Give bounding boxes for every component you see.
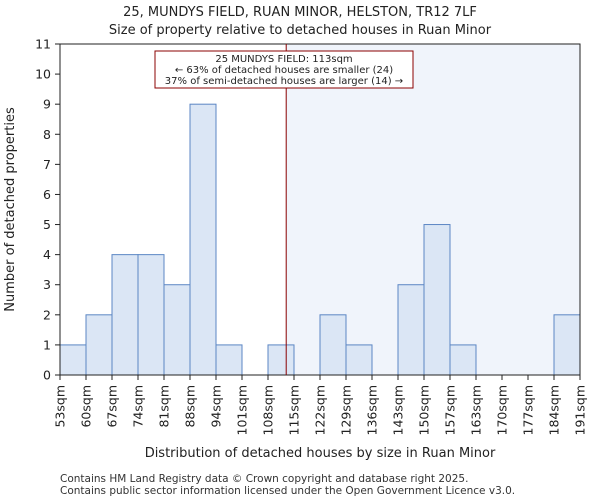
x-tick-label: 74sqm: [131, 385, 146, 428]
y-tick-label: 10: [35, 67, 51, 82]
bar-53sqm: [59, 344, 87, 376]
y-tick-label: 3: [43, 277, 51, 292]
x-tick-label: 191sqm: [573, 385, 588, 435]
y-axis-ticks: 0 1 2 3 4 5 6 7 8 9 10 11: [35, 37, 60, 383]
plot-frame: [59, 43, 581, 376]
x-tick-label: 163sqm: [469, 385, 484, 435]
bar-157sqm: [449, 344, 477, 376]
attribution-footer: Contains HM Land Registry data © Crown c…: [60, 473, 515, 497]
annotation-line-1: 25 MUNDYS FIELD: 113sqm: [215, 54, 352, 65]
bar-74sqm: [137, 254, 165, 376]
bar-150sqm: [423, 224, 451, 376]
bar-108sqm: [267, 344, 295, 376]
bar-88sqm: [189, 103, 217, 376]
y-tick-label: 11: [35, 37, 51, 52]
x-tick-label: 177sqm: [521, 385, 536, 435]
chart-title-block: 25, MUNDYS FIELD, RUAN MINOR, HELSTON, T…: [0, 4, 600, 40]
x-tick-label: 184sqm: [547, 385, 562, 435]
annotation-line-3: 37% of semi-detached houses are larger (…: [165, 76, 403, 87]
y-tick-label: 2: [43, 307, 51, 322]
y-axis-label: Number of detached properties: [3, 107, 18, 312]
x-tick-label: 157sqm: [443, 385, 458, 435]
bar-94sqm: [215, 344, 243, 376]
x-tick-label: 67sqm: [105, 385, 120, 428]
bar-81sqm: [163, 284, 191, 376]
y-tick-label: 7: [43, 157, 51, 172]
x-tick-label: 94sqm: [209, 385, 224, 428]
x-tick-label: 129sqm: [339, 385, 354, 435]
y-tick-label: 8: [43, 127, 51, 142]
x-tick-label: 115sqm: [287, 385, 302, 435]
bar-143sqm: [397, 284, 425, 376]
x-tick-label: 122sqm: [313, 385, 328, 435]
y-tick-label: 9: [43, 97, 51, 112]
x-tick-label: 53sqm: [53, 385, 68, 428]
y-tick-label: 5: [43, 217, 51, 232]
bar-184sqm: [553, 314, 581, 376]
annotation-line-2: ← 63% of detached houses are smaller (24…: [175, 65, 393, 76]
chart-subtitle: Size of property relative to detached ho…: [108, 23, 492, 38]
x-tick-label: 136sqm: [365, 385, 380, 435]
x-tick-label: 60sqm: [79, 385, 94, 428]
x-tick-label: 81sqm: [157, 385, 172, 428]
x-tick-label: 170sqm: [495, 385, 510, 435]
x-tick-label: 150sqm: [417, 385, 432, 435]
annotation-box: [154, 50, 414, 89]
y-tick-label: 1: [43, 337, 51, 352]
attribution-line-2: Contains public sector information licen…: [60, 485, 516, 497]
x-axis-ticks: 53sqm 60sqm 67sqm 74sqm 81sqm 88sqm 94sqm 101sq…: [53, 375, 588, 435]
attribution-line-1: Contains HM Land Registry data © Crown c…: [60, 473, 469, 485]
chart-title: 25, MUNDYS FIELD, RUAN MINOR, HELSTON, T…: [123, 5, 477, 20]
x-tick-label: 143sqm: [391, 385, 406, 435]
x-tick-label: 101sqm: [235, 385, 250, 435]
bars-group: [59, 103, 581, 376]
y-tick-label: 0: [43, 368, 51, 383]
y-tick-label: 4: [43, 247, 51, 262]
y-tick-label: 6: [43, 187, 51, 202]
x-axis-label: Distribution of detached houses by size …: [145, 446, 496, 461]
property-annotation: 25 MUNDYS FIELD: 113sqm ← 63% of detache…: [154, 50, 414, 89]
x-tick-label: 88sqm: [183, 385, 198, 428]
bar-129sqm: [345, 344, 373, 376]
bar-67sqm: [111, 254, 139, 376]
bar-122sqm: [319, 314, 347, 376]
bar-60sqm: [85, 314, 113, 376]
x-tick-label: 108sqm: [261, 385, 276, 435]
